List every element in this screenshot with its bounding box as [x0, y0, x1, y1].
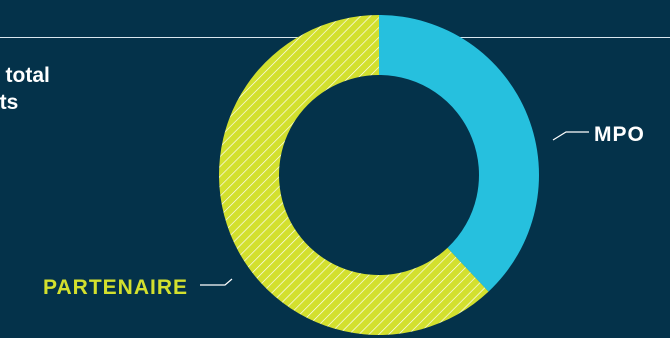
donut-slice-mpo	[379, 15, 539, 292]
chart-heading-line-1: e total	[0, 64, 50, 87]
leader-line-partenaire	[200, 278, 233, 286]
donut-labels: MPO PARTENAIRE	[43, 123, 645, 299]
chart-heading: e total ets	[0, 62, 50, 116]
leader-line-mpo	[552, 131, 589, 141]
slice-label-partenaire: PARTENAIRE	[43, 276, 188, 299]
chart-heading-line-2: ets	[0, 91, 19, 114]
donut-slices	[219, 15, 539, 335]
donut-slice-partenaire	[219, 15, 489, 335]
slice-label-mpo: MPO	[594, 123, 645, 146]
